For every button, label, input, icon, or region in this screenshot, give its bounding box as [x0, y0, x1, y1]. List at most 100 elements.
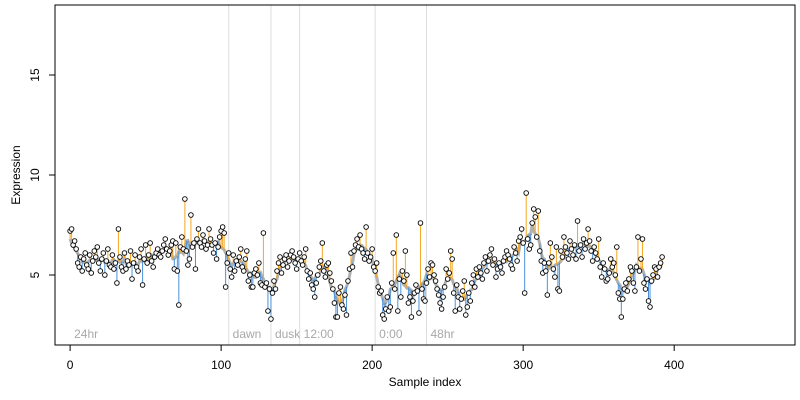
data-point — [567, 238, 573, 244]
data-point — [576, 248, 582, 254]
data-point — [632, 288, 638, 294]
data-point — [598, 274, 605, 280]
data-point — [423, 280, 430, 286]
data-point — [185, 262, 191, 268]
data-point — [313, 280, 320, 286]
data-point — [212, 240, 218, 246]
data-point — [269, 290, 276, 296]
data-point — [547, 240, 554, 246]
data-point — [342, 292, 348, 298]
data-point — [363, 224, 369, 230]
data-point — [228, 274, 235, 280]
data-point — [268, 316, 274, 322]
data-point — [434, 286, 440, 292]
data-point — [514, 258, 520, 264]
data-point — [633, 264, 640, 270]
data-point — [126, 262, 132, 268]
data-point — [345, 278, 351, 284]
data-point — [518, 226, 525, 232]
data-point — [456, 306, 463, 312]
data-point — [534, 234, 540, 240]
data-point — [286, 258, 292, 264]
data-point — [201, 238, 208, 244]
data-point — [381, 316, 387, 322]
data-point — [564, 250, 570, 256]
data-point — [626, 276, 632, 282]
data-point — [527, 242, 534, 248]
data-point — [556, 288, 563, 294]
data-point — [337, 284, 344, 290]
data-point — [154, 246, 161, 252]
data-point — [88, 270, 94, 276]
data-point — [520, 240, 526, 246]
data-point — [322, 274, 329, 280]
data-point — [467, 298, 474, 304]
data-point — [127, 248, 134, 254]
data-point — [80, 256, 87, 262]
x-tick-label: 0 — [67, 358, 74, 372]
data-point — [173, 240, 179, 246]
data-point — [429, 262, 436, 268]
data-point — [482, 254, 489, 260]
data-point — [491, 256, 498, 262]
segment-label: 0:00 — [379, 327, 403, 341]
data-point — [174, 268, 181, 274]
data-point — [558, 248, 564, 254]
data-point — [573, 256, 579, 262]
data-point — [532, 214, 538, 220]
data-point — [195, 226, 202, 232]
data-point — [624, 288, 631, 294]
data-point — [650, 272, 656, 278]
data-point — [657, 260, 664, 266]
data-point — [396, 276, 403, 282]
data-point — [529, 220, 535, 226]
data-point — [392, 286, 398, 292]
data-point — [266, 286, 273, 292]
x-axis-label: Sample index — [389, 375, 462, 389]
data-point — [644, 276, 650, 282]
data-point — [530, 206, 537, 212]
data-point — [369, 246, 375, 252]
data-point — [645, 298, 652, 304]
data-point — [157, 254, 164, 260]
data-point — [357, 232, 363, 238]
data-point — [142, 242, 149, 248]
data-point — [601, 266, 608, 272]
data-point — [458, 296, 464, 302]
data-point — [461, 278, 468, 284]
x-tick-label: 300 — [513, 358, 533, 372]
data-point — [225, 250, 232, 256]
data-point — [94, 244, 101, 250]
data-point — [227, 266, 233, 272]
data-point — [410, 298, 416, 304]
data-point — [630, 280, 637, 286]
data-point — [654, 274, 661, 280]
data-point — [186, 256, 193, 262]
data-point — [109, 252, 116, 258]
data-point — [147, 240, 153, 246]
data-point — [102, 272, 108, 278]
data-point — [283, 252, 289, 258]
data-point — [230, 252, 236, 258]
data-point — [182, 196, 188, 202]
segment-label: dawn — [233, 327, 262, 341]
data-point — [475, 274, 481, 280]
data-point — [85, 266, 91, 272]
data-point — [623, 280, 629, 286]
data-point — [478, 270, 484, 276]
data-point — [97, 268, 104, 274]
data-point — [319, 240, 326, 246]
data-point — [582, 246, 588, 252]
segment-label: 24hr — [74, 327, 98, 341]
data-point — [550, 266, 557, 272]
data-point — [274, 268, 280, 274]
data-point — [562, 244, 569, 250]
data-point — [432, 278, 439, 284]
data-point — [402, 248, 409, 254]
data-point — [460, 288, 466, 294]
data-point — [253, 266, 259, 272]
data-point — [387, 304, 394, 310]
data-point — [256, 260, 262, 266]
data-point — [179, 234, 185, 240]
